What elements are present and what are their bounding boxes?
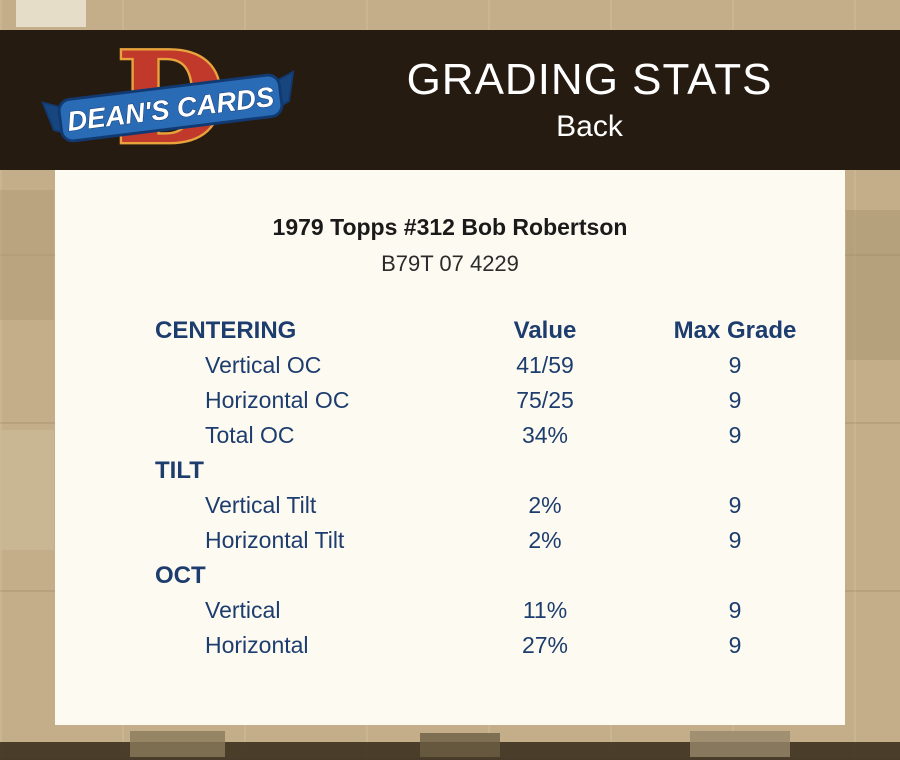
deans-cards-logo-graphic: D DEAN'S CARDS	[41, 21, 295, 174]
row-value: 27%	[521, 632, 569, 658]
table-section-row: OCT	[155, 558, 845, 593]
table-row: Total OC 34% 9	[155, 418, 845, 453]
row-value: 75/25	[516, 387, 574, 413]
page-title: GRADING STATS	[406, 54, 773, 104]
row-value: 34%	[521, 422, 569, 448]
row-label: Vertical Tilt	[205, 492, 317, 518]
row-max-grade: 9	[728, 387, 742, 413]
row-value: 2%	[528, 492, 562, 518]
table-header-row: CENTERING Value Max Grade	[155, 313, 845, 348]
row-max-grade: 9	[728, 422, 742, 448]
collage-card	[0, 190, 54, 320]
card-serial: B79T 07 4229	[381, 251, 519, 276]
page-subtitle: Back	[556, 110, 623, 144]
row-max-grade: 9	[728, 597, 742, 623]
row-label: Horizontal Tilt	[205, 527, 345, 553]
card-title: 1979 Topps #312 Bob Robertson	[272, 214, 628, 240]
column-header-max-grade: Max Grade	[673, 316, 797, 344]
row-label: Total OC	[205, 422, 295, 448]
column-header-centering: CENTERING	[155, 316, 297, 344]
row-max-grade: 9	[728, 492, 742, 518]
row-max-grade: 9	[728, 632, 742, 658]
header-bar: D DEAN'S CARDS GRADING STATS Back	[0, 21, 900, 174]
table-section-row: TILT	[155, 453, 845, 488]
deans-cards-logo: D DEAN'S CARDS	[38, 21, 303, 174]
row-value: 11%	[522, 597, 568, 623]
section-header-oct: OCT	[155, 561, 206, 589]
collage-card	[420, 733, 500, 757]
table-row: Horizontal Tilt 2% 9	[155, 523, 845, 558]
table-row: Vertical 11% 9	[155, 593, 845, 628]
table-row: Horizontal 27% 9	[155, 628, 845, 663]
collage-card	[690, 731, 790, 757]
section-header-tilt: TILT	[155, 456, 204, 484]
row-label: Horizontal	[205, 632, 309, 658]
header-titles: GRADING STATS Back	[303, 54, 876, 144]
row-label: Vertical	[205, 597, 281, 623]
table-row: Vertical OC 41/59 9	[155, 348, 845, 383]
row-value: 2%	[528, 527, 562, 553]
collage-card	[0, 430, 54, 550]
collage-card	[846, 210, 900, 360]
collage-card	[130, 731, 225, 757]
row-label: Horizontal OC	[205, 387, 350, 413]
table-row: Horizontal OC 75/25 9	[155, 383, 845, 418]
collage-card	[16, 0, 86, 27]
column-header-value: Value	[513, 316, 577, 344]
grading-table: CENTERING Value Max Grade Vertical OC 41…	[155, 313, 845, 663]
row-max-grade: 9	[728, 352, 742, 378]
table-row: Vertical Tilt 2% 9	[155, 488, 845, 523]
collage-bottom-band	[0, 742, 900, 760]
row-max-grade: 9	[728, 527, 742, 553]
row-value: 41/59	[516, 352, 574, 378]
row-label: Vertical OC	[205, 352, 322, 378]
stats-panel: 1979 Topps #312 Bob Robertson B79T 07 42…	[55, 170, 845, 725]
